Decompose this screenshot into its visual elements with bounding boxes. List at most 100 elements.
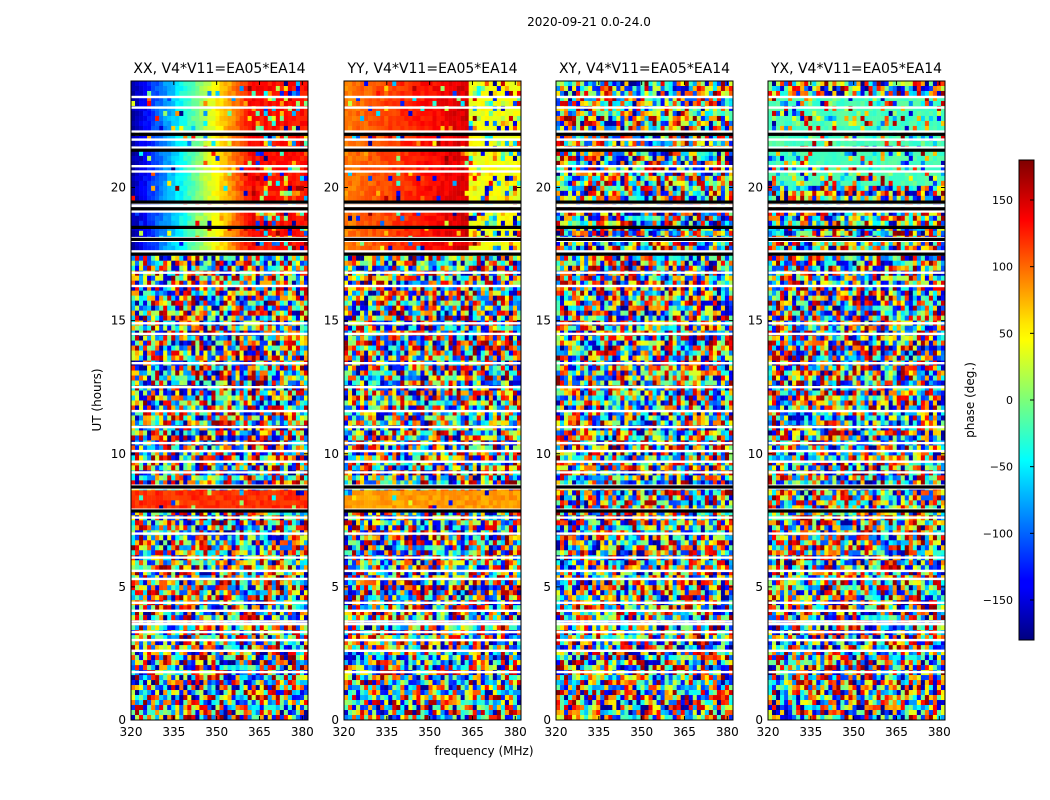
heatmap-cell bbox=[195, 141, 199, 146]
heatmap-cell bbox=[167, 196, 171, 201]
heatmap-cell bbox=[284, 231, 288, 236]
heatmap-cell bbox=[131, 291, 135, 296]
heatmap-cell bbox=[240, 176, 244, 181]
heatmap-cell bbox=[203, 301, 207, 306]
heatmap-cell bbox=[272, 276, 276, 281]
heatmap-cell bbox=[256, 176, 260, 181]
heatmap-cell bbox=[248, 216, 252, 221]
heatmap-cell bbox=[276, 181, 280, 186]
heatmap-cell bbox=[296, 141, 300, 146]
heatmap-cell bbox=[167, 316, 171, 321]
heatmap-cell bbox=[195, 121, 199, 126]
heatmap-cell bbox=[175, 246, 179, 251]
heatmap-cell bbox=[284, 306, 288, 311]
heatmap-cell bbox=[256, 291, 260, 296]
heatmap-cell bbox=[268, 256, 272, 261]
heatmap-cell bbox=[179, 176, 183, 181]
heatmap-cell bbox=[220, 231, 224, 236]
heatmap-cell bbox=[167, 126, 171, 131]
heatmap-cell bbox=[268, 156, 272, 161]
heatmap-cell bbox=[175, 311, 179, 316]
heatmap-cell bbox=[199, 291, 203, 296]
heatmap-cell bbox=[256, 101, 260, 106]
heatmap-cell bbox=[203, 196, 207, 201]
heatmap-cell bbox=[256, 296, 260, 301]
heatmap-cell bbox=[171, 181, 175, 186]
heatmap-cell bbox=[215, 116, 219, 121]
heatmap-cell bbox=[159, 126, 163, 131]
heatmap-cell bbox=[296, 176, 300, 181]
heatmap-cell bbox=[203, 266, 207, 271]
heatmap-cell bbox=[300, 101, 304, 106]
heatmap-cell bbox=[191, 296, 195, 301]
heatmap-cell bbox=[272, 156, 276, 161]
heatmap-cell bbox=[167, 181, 171, 186]
heatmap-cell bbox=[199, 181, 203, 186]
heatmap-cell bbox=[203, 291, 207, 296]
heatmap-cell bbox=[163, 191, 167, 196]
heatmap-cell bbox=[191, 311, 195, 316]
heatmap-cell bbox=[151, 301, 155, 306]
heatmap-cell bbox=[296, 306, 300, 311]
heatmap-cell bbox=[260, 191, 264, 196]
heatmap-cell bbox=[300, 231, 304, 236]
heatmap-cell bbox=[203, 101, 207, 106]
heatmap-cell bbox=[191, 276, 195, 281]
heatmap-cell bbox=[236, 156, 240, 161]
heatmap-cell bbox=[296, 181, 300, 186]
heatmap-cell bbox=[199, 266, 203, 271]
heatmap-cell bbox=[215, 306, 219, 311]
heatmap-cell bbox=[220, 276, 224, 281]
heatmap-cell bbox=[252, 301, 256, 306]
heatmap-cell bbox=[244, 126, 248, 131]
heatmap-cell bbox=[244, 276, 248, 281]
heatmap-cell bbox=[244, 101, 248, 106]
heatmap-cell bbox=[228, 306, 232, 311]
heatmap-cell bbox=[248, 231, 252, 236]
heatmap-cell bbox=[135, 301, 139, 306]
heatmap-cell bbox=[220, 126, 224, 131]
heatmap-cell bbox=[183, 196, 187, 201]
heatmap-cell bbox=[171, 156, 175, 161]
heatmap-cell bbox=[155, 301, 159, 306]
heatmap-cell bbox=[183, 176, 187, 181]
heatmap-cell bbox=[284, 301, 288, 306]
heatmap-cell bbox=[268, 181, 272, 186]
heatmap-cell bbox=[131, 156, 135, 161]
heatmap-cell bbox=[256, 121, 260, 126]
heatmap-cell bbox=[159, 196, 163, 201]
heatmap-cell bbox=[175, 186, 179, 191]
heatmap-cell bbox=[224, 306, 228, 311]
heatmap-cell bbox=[159, 111, 163, 116]
heatmap-cell bbox=[232, 246, 236, 251]
heatmap-cell bbox=[147, 291, 151, 296]
heatmap-cell bbox=[175, 216, 179, 221]
heatmap-cell bbox=[220, 256, 224, 261]
heatmap-cell bbox=[167, 276, 171, 281]
heatmap-cell bbox=[183, 121, 187, 126]
heatmap-cell bbox=[183, 291, 187, 296]
heatmap-cell bbox=[272, 291, 276, 296]
heatmap-cell bbox=[232, 191, 236, 196]
heatmap-cell bbox=[252, 261, 256, 266]
heatmap-cell bbox=[143, 91, 147, 96]
heatmap-cell bbox=[248, 296, 252, 301]
heatmap-cell bbox=[175, 301, 179, 306]
heatmap-cell bbox=[276, 91, 280, 96]
heatmap-cell bbox=[280, 181, 284, 186]
heatmap-cell bbox=[268, 276, 272, 281]
heatmap-cell bbox=[207, 296, 211, 301]
heatmap-cell bbox=[175, 176, 179, 181]
heatmap-cell bbox=[135, 311, 139, 316]
heatmap-cell bbox=[228, 296, 232, 301]
heatmap-cell bbox=[268, 191, 272, 196]
heatmap-cell bbox=[151, 181, 155, 186]
heatmap-cell bbox=[131, 231, 135, 236]
heatmap-cell bbox=[260, 266, 264, 271]
heatmap-cell bbox=[211, 216, 215, 221]
heatmap-cell bbox=[292, 231, 296, 236]
heatmap-cell bbox=[211, 316, 215, 321]
heatmap-cell bbox=[272, 126, 276, 131]
heatmap-cell bbox=[224, 216, 228, 221]
heatmap-cell bbox=[207, 301, 211, 306]
